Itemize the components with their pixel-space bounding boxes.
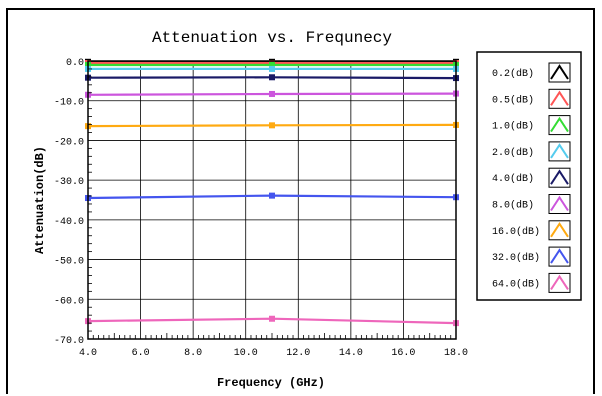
legend-label: 32.0(dB) — [492, 252, 540, 264]
series-layer — [85, 58, 459, 327]
legend-swatch-icon — [550, 116, 569, 133]
x-tick-label: 14.0 — [339, 348, 363, 359]
y-tick-label: -10.0 — [54, 98, 84, 109]
data-point — [269, 315, 275, 322]
y-tick-label: -50.0 — [54, 257, 84, 268]
data-point — [269, 74, 275, 81]
y-axis-label: Attenuation(dB) — [33, 146, 47, 254]
x-tick-label: 16.0 — [391, 348, 415, 359]
x-tick-label: 6.0 — [132, 348, 150, 359]
legend: 0.2(dB) 0.5(dB) 1.0(dB) 2.0(dB) 4.0(dB) 8.0(d… — [476, 51, 582, 301]
data-point — [269, 90, 275, 97]
legend-swatch-icon — [550, 143, 569, 159]
x-axis-label: Frequency (GHz) — [217, 376, 325, 390]
x-tick-label: 8.0 — [184, 348, 202, 359]
legend-swatch-icon — [550, 248, 569, 264]
legend-swatch — [548, 194, 571, 214]
tick-labels: 4.0 6.0 8.0 10.0 12.0 14.0 16.0 18.0 0.0 -10.0 -20… — [54, 58, 468, 359]
legend-swatch-icon — [550, 169, 569, 185]
legend-label: 64.0(dB) — [492, 278, 540, 290]
legend-swatch-icon — [550, 90, 569, 106]
legend-label: 1.0(dB) — [492, 121, 534, 133]
legend-swatch — [548, 141, 571, 162]
legend-label: 0.5(dB) — [492, 94, 534, 106]
legend-swatch-icon — [550, 221, 569, 238]
x-tick-label: 4.0 — [79, 348, 97, 359]
x-tick-label: 18.0 — [444, 348, 468, 359]
y-tick-label: -20.0 — [54, 137, 84, 148]
chart-title: Attenuation vs. Frequnecy — [152, 29, 392, 47]
y-tick-label: -60.0 — [54, 296, 84, 307]
attenuation-chart: Attenuation vs. Frequnecy 4.0 6.0 8.0 10.0 1… — [33, 29, 582, 390]
grid — [87, 60, 457, 340]
legend-swatch — [548, 88, 571, 109]
x-tick-label: 12.0 — [286, 348, 310, 359]
legend-swatch — [548, 246, 571, 267]
legend-swatch-icon — [550, 274, 569, 290]
legend-label: 0.2(dB) — [492, 68, 534, 80]
data-point — [269, 65, 275, 72]
legend-label: 2.0(dB) — [492, 147, 534, 159]
chart-frame: Attenuation vs. Frequnecy 4.0 6.0 8.0 10.0 1… — [6, 8, 595, 394]
legend-swatch — [548, 272, 571, 293]
legend-swatch-icon — [550, 195, 569, 212]
legend-swatch-icon — [550, 64, 569, 80]
y-tick-label: -30.0 — [54, 177, 84, 188]
data-point — [269, 122, 275, 129]
legend-swatch — [548, 167, 571, 188]
legend-label: 4.0(dB) — [492, 173, 534, 185]
y-tick-label: -70.0 — [54, 336, 84, 347]
y-tick-label: -40.0 — [54, 217, 84, 228]
legend-label: 8.0(dB) — [492, 200, 534, 212]
data-point — [269, 192, 275, 199]
y-tick-label: 0.0 — [66, 58, 84, 69]
plot-area — [87, 60, 457, 340]
legend-swatch — [548, 220, 571, 241]
legend-swatch — [548, 62, 571, 83]
tick-marks — [88, 68, 452, 339]
legend-swatch — [548, 115, 571, 136]
x-tick-label: 10.0 — [234, 348, 258, 359]
legend-label: 16.0(dB) — [492, 226, 540, 238]
